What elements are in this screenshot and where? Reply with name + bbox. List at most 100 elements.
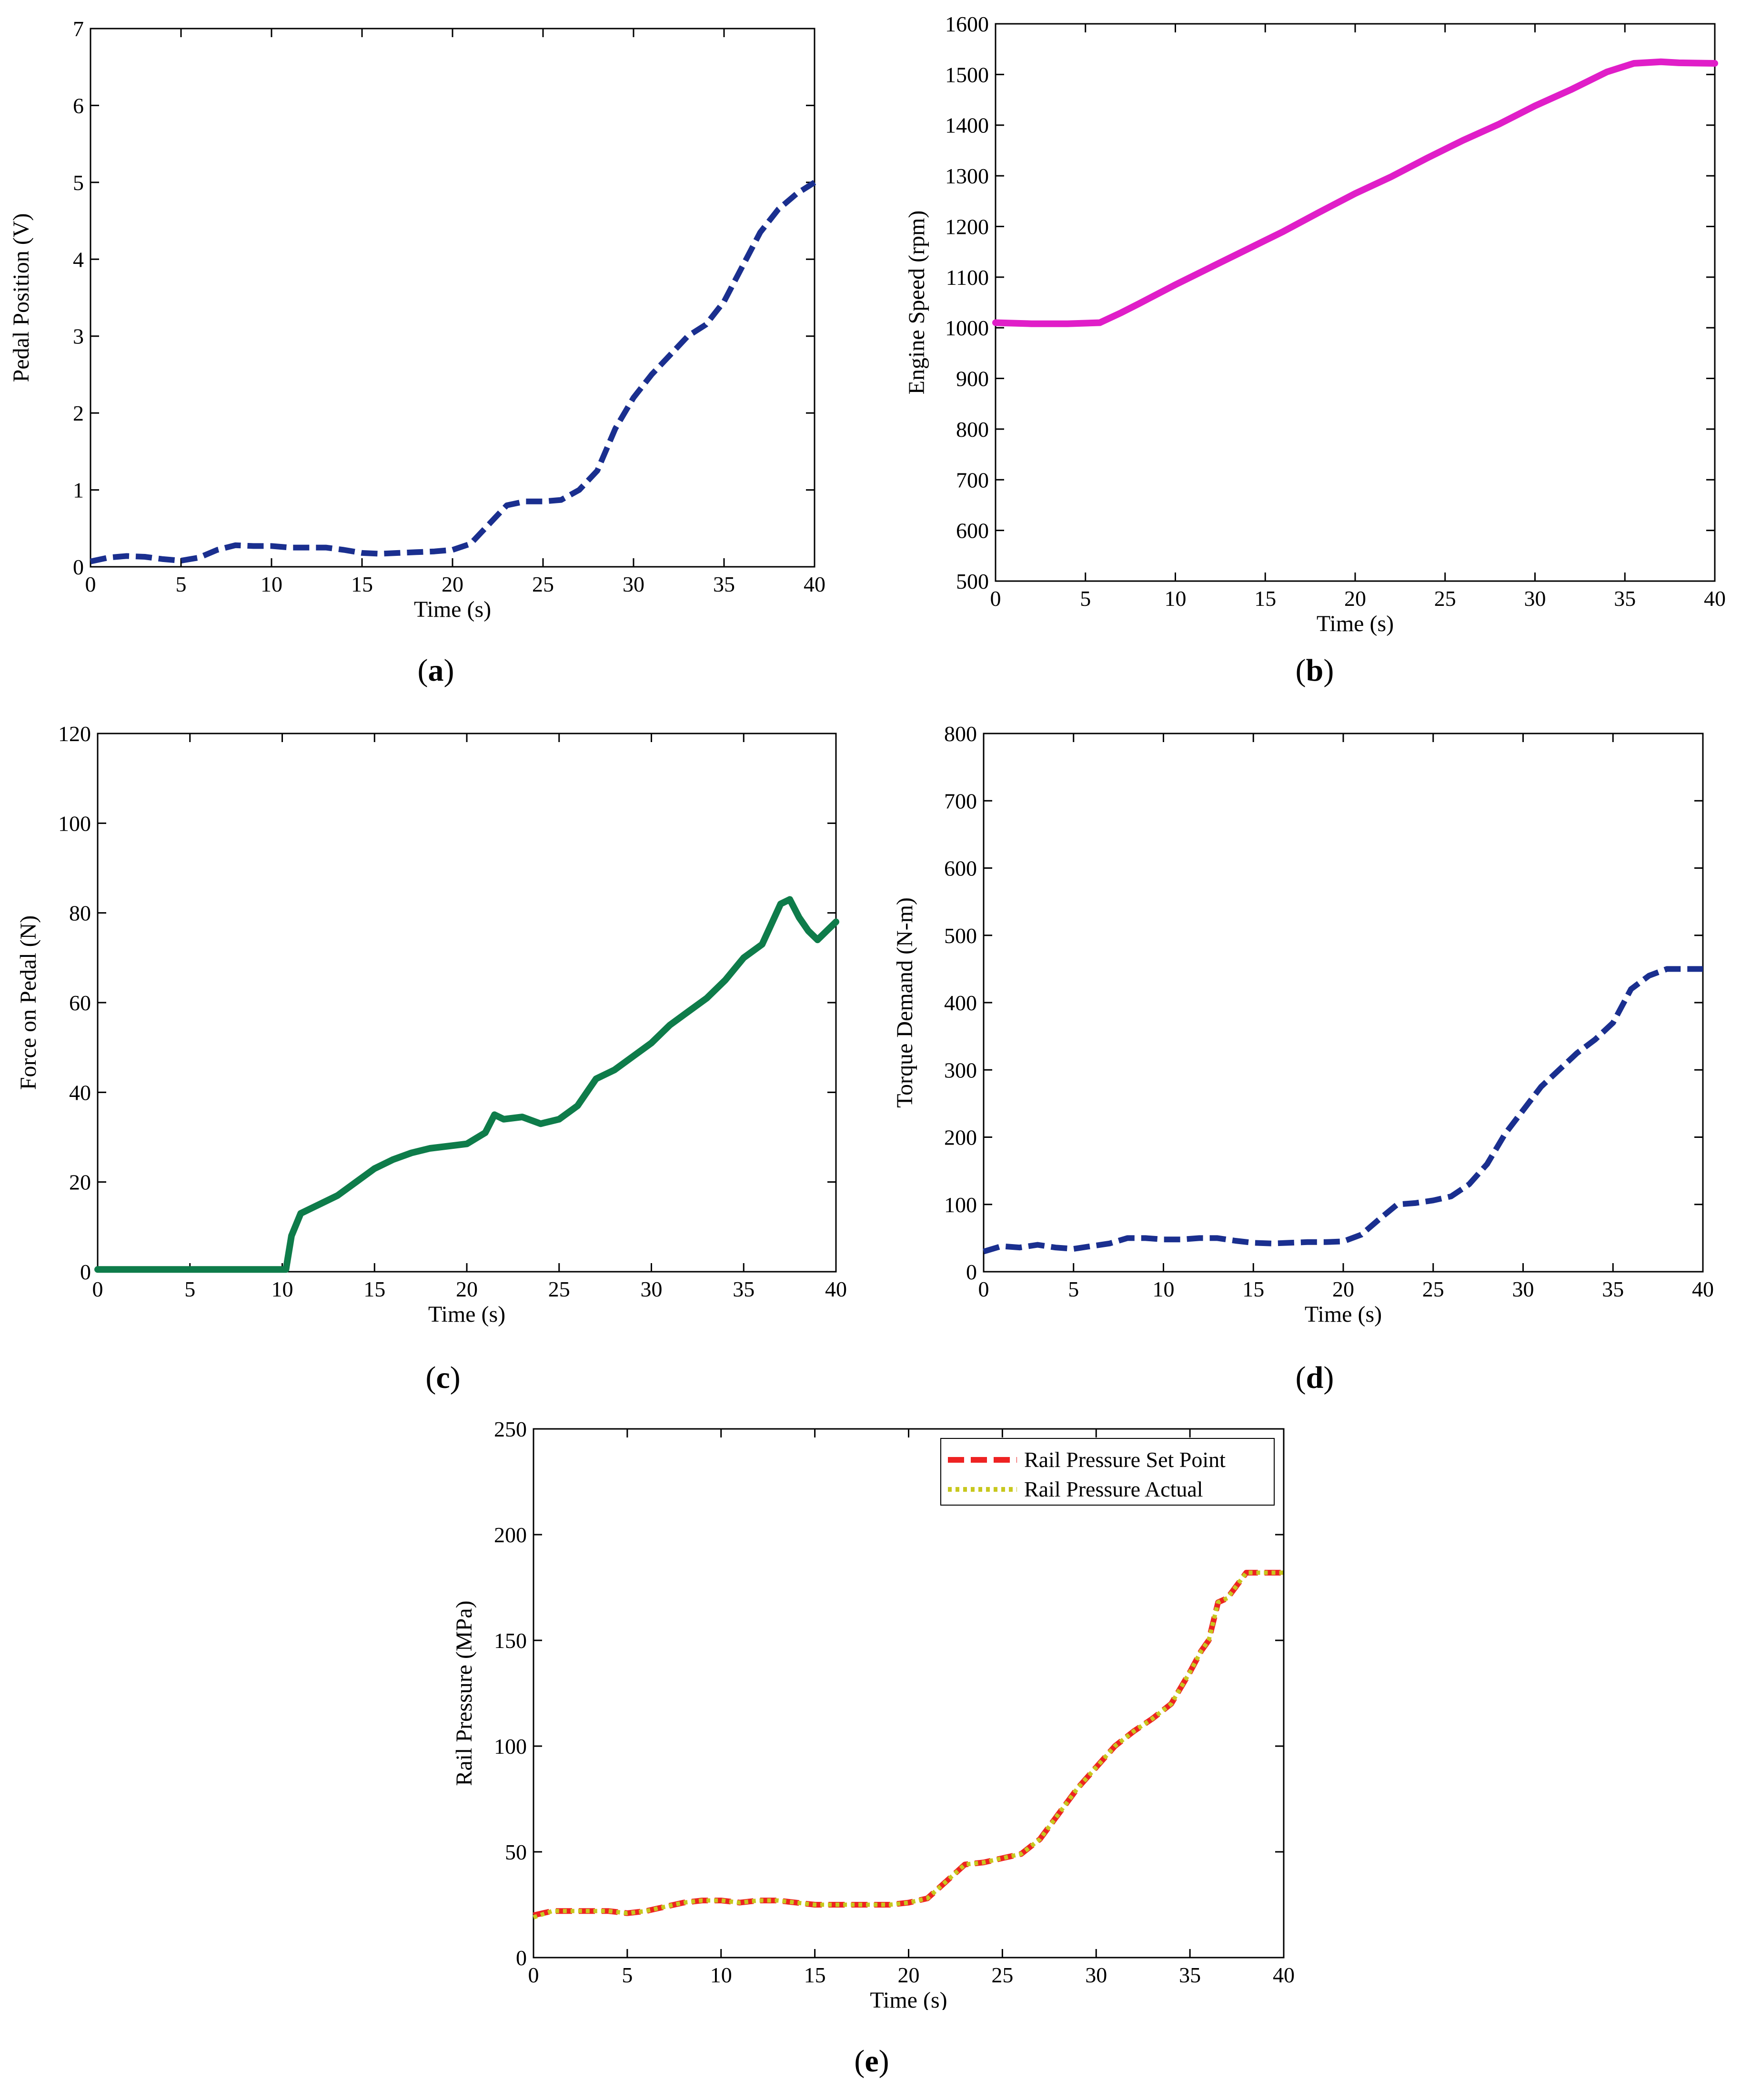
x-tick-label: 10 bbox=[1153, 1277, 1175, 1301]
y-tick-label: 200 bbox=[494, 1523, 527, 1547]
x-axis-label: Time (s) bbox=[1305, 1302, 1382, 1327]
y-tick-label: 20 bbox=[69, 1170, 91, 1195]
x-tick-label: 25 bbox=[532, 572, 554, 596]
y-tick-label: 900 bbox=[956, 367, 989, 391]
y-tick-label: 1600 bbox=[945, 12, 989, 36]
y-tick-label: 3 bbox=[73, 324, 84, 349]
legend-box bbox=[940, 1438, 1275, 1506]
y-tick-label: 400 bbox=[944, 991, 977, 1015]
series-line-pedal-position bbox=[90, 180, 816, 564]
caption-a: (a) bbox=[417, 653, 454, 688]
y-tick-label: 1400 bbox=[945, 113, 989, 138]
x-tick-label: 40 bbox=[1692, 1277, 1714, 1301]
y-tick-label: 1 bbox=[73, 478, 84, 502]
series-line-rail-pressure-actual bbox=[533, 1570, 1284, 1919]
x-tick-label: 35 bbox=[1614, 586, 1636, 611]
y-axis-label: Pedal Position (V) bbox=[9, 213, 34, 382]
plot-frame bbox=[97, 733, 837, 1273]
y-tick-label: 700 bbox=[956, 468, 989, 492]
x-tick-label: 20 bbox=[1332, 1277, 1354, 1301]
chart-force-on-pedal: 0 5 10 15 20 25 30 35 40 0 20 40 60 80 100 120 Time (s) F… bbox=[16, 722, 847, 1327]
x-tick-label: 20 bbox=[1344, 586, 1366, 611]
caption-c: (c) bbox=[425, 1360, 461, 1395]
y-tick-label: 0 bbox=[966, 1260, 977, 1284]
chart-pedal-position: 0 5 10 15 20 25 30 35 40 0 1 2 3 4 5 6 7 Time (s) Pedal Po… bbox=[9, 17, 825, 622]
x-tick-label: 10 bbox=[272, 1277, 293, 1301]
x-tick-label: 0 bbox=[92, 1277, 103, 1301]
y-tick-label: 40 bbox=[69, 1080, 91, 1105]
series-line-engine-speed bbox=[992, 58, 1718, 327]
y-tick-label: 700 bbox=[944, 789, 977, 813]
y-tick-label: 600 bbox=[944, 856, 977, 881]
x-axis-label: Time (s) bbox=[428, 1302, 505, 1327]
x-tick-label: 40 bbox=[1273, 1963, 1295, 1987]
x-tick-label: 25 bbox=[1422, 1277, 1444, 1301]
y-tick-label: 120 bbox=[58, 722, 91, 746]
x-axis-label: Time (s) bbox=[1317, 611, 1394, 636]
y-tick-label: 600 bbox=[956, 519, 989, 543]
x-tick-label: 15 bbox=[804, 1963, 826, 1987]
y-tick-label: 1500 bbox=[945, 62, 989, 87]
x-tick-label: 40 bbox=[1704, 586, 1726, 611]
y-tick-label: 4 bbox=[73, 247, 84, 271]
y-tick-label: 0 bbox=[516, 1946, 527, 1970]
x-axis-label: Time (s) bbox=[870, 1988, 947, 2010]
x-tick-label: 30 bbox=[641, 1277, 663, 1301]
y-tick-label: 6 bbox=[73, 93, 84, 118]
x-tick-label: 15 bbox=[1254, 586, 1276, 611]
series-line-rail-pressure-set-point bbox=[533, 1569, 1284, 1919]
caption-b: (b) bbox=[1295, 653, 1334, 688]
y-tick-label: 2 bbox=[73, 401, 84, 425]
x-tick-label: 25 bbox=[1434, 586, 1456, 611]
x-tick-label: 30 bbox=[623, 572, 644, 596]
y-axis-label: Rail Pressure (MPa) bbox=[452, 1600, 477, 1786]
y-tick-label: 800 bbox=[956, 417, 989, 442]
x-tick-label: 20 bbox=[898, 1963, 920, 1987]
x-tick-label: 40 bbox=[825, 1277, 847, 1301]
y-tick-label: 500 bbox=[944, 924, 977, 948]
series-line-force-on-pedal bbox=[94, 896, 839, 1273]
y-tick-label: 1000 bbox=[945, 316, 989, 340]
x-tick-label: 10 bbox=[261, 572, 282, 596]
y-tick-label: 300 bbox=[944, 1058, 977, 1082]
y-tick-label: 1100 bbox=[946, 265, 989, 290]
x-tick-label: 5 bbox=[184, 1277, 195, 1301]
legend-label: Rail Pressure Actual bbox=[1024, 1477, 1203, 1501]
caption-d: (d) bbox=[1295, 1360, 1334, 1395]
legend: Rail Pressure Set Point Rail Pressure Act… bbox=[940, 1438, 1275, 1506]
y-tick-label: 7 bbox=[73, 17, 84, 41]
plot-frame bbox=[983, 733, 1704, 1273]
plot-frame bbox=[533, 1428, 1285, 1959]
y-tick-label: 150 bbox=[494, 1628, 527, 1653]
x-tick-label: 30 bbox=[1085, 1963, 1107, 1987]
y-axis-label: Force on Pedal (N) bbox=[16, 915, 41, 1090]
y-tick-label: 800 bbox=[944, 722, 977, 746]
x-tick-label: 30 bbox=[1524, 586, 1546, 611]
x-tick-label: 20 bbox=[456, 1277, 478, 1301]
y-tick-label: 500 bbox=[956, 569, 989, 593]
x-tick-label: 25 bbox=[991, 1963, 1013, 1987]
x-tick-label: 5 bbox=[176, 572, 187, 596]
y-tick-label: 100 bbox=[494, 1734, 527, 1758]
y-tick-label: 80 bbox=[69, 901, 91, 925]
y-tick-label: 0 bbox=[73, 555, 84, 579]
x-tick-label: 35 bbox=[713, 572, 735, 596]
y-tick-label: 250 bbox=[494, 1417, 527, 1441]
legend-label: Rail Pressure Set Point bbox=[1024, 1447, 1226, 1472]
x-tick-label: 10 bbox=[1165, 586, 1187, 611]
x-tick-label: 5 bbox=[1068, 1277, 1079, 1301]
y-tick-label: 60 bbox=[69, 991, 91, 1015]
y-tick-label: 100 bbox=[58, 811, 91, 835]
y-tick-label: 50 bbox=[505, 1840, 527, 1864]
x-tick-label: 15 bbox=[363, 1277, 385, 1301]
plot-frame bbox=[995, 23, 1716, 582]
x-tick-label: 5 bbox=[1080, 586, 1091, 611]
x-tick-label: 40 bbox=[804, 572, 825, 596]
x-tick-label: 25 bbox=[548, 1277, 570, 1301]
x-tick-label: 30 bbox=[1512, 1277, 1534, 1301]
y-tick-label: 0 bbox=[80, 1260, 91, 1284]
y-tick-label: 1300 bbox=[945, 164, 989, 188]
x-tick-label: 35 bbox=[733, 1277, 755, 1301]
y-axis-label: Torque Demand (N-m) bbox=[892, 897, 917, 1108]
y-tick-label: 5 bbox=[73, 171, 84, 195]
